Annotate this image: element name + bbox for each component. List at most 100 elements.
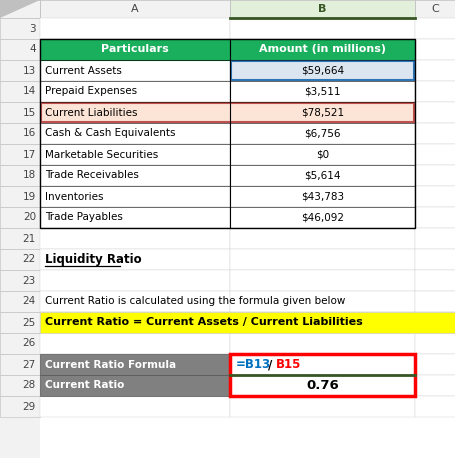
Bar (40, 249, 229, 270)
Text: 0.76: 0.76 (305, 379, 338, 392)
Text: 14: 14 (23, 87, 36, 97)
Bar (229, 81, 414, 102)
Bar (229, 123, 414, 144)
Text: Cash & Cash Equivalents: Cash & Cash Equivalents (45, 129, 175, 138)
Text: B15: B15 (275, 358, 301, 371)
Bar (0, 291, 40, 312)
Bar (229, 18, 414, 39)
Bar (414, 0, 455, 18)
Bar (229, 375, 414, 396)
Bar (0, 0, 40, 458)
Text: Current Ratio = Current Assets / Current Liabilities: Current Ratio = Current Assets / Current… (45, 317, 362, 327)
Bar (229, 291, 414, 312)
Text: Current Ratio: Current Ratio (45, 381, 124, 391)
Text: C: C (431, 4, 439, 14)
Text: 3: 3 (29, 23, 36, 33)
Bar (229, 312, 414, 333)
Bar (0, 39, 40, 60)
Bar (229, 396, 414, 417)
Text: $3,511: $3,511 (303, 87, 340, 97)
Text: 21: 21 (23, 234, 36, 244)
Bar (414, 102, 455, 123)
Bar (40, 375, 229, 396)
Bar (414, 60, 455, 81)
Bar (0, 354, 40, 375)
Text: Particulars: Particulars (101, 44, 168, 55)
Bar (414, 333, 455, 354)
Text: 26: 26 (23, 338, 36, 349)
Bar (40, 354, 229, 375)
Bar (414, 165, 455, 186)
Text: 24: 24 (23, 296, 36, 306)
Bar (229, 207, 414, 228)
Bar (414, 144, 455, 165)
Bar (40, 102, 229, 123)
Text: 28: 28 (23, 381, 36, 391)
Bar (0, 144, 40, 165)
Text: Prepaid Expenses: Prepaid Expenses (45, 87, 137, 97)
Text: $78,521: $78,521 (300, 108, 344, 118)
Bar (40, 186, 229, 207)
Text: 19: 19 (23, 191, 36, 202)
Bar (229, 186, 414, 207)
Bar (0, 123, 40, 144)
Text: 27: 27 (23, 360, 36, 370)
Text: Trade Receivables: Trade Receivables (45, 170, 139, 180)
Text: 25: 25 (23, 317, 36, 327)
Bar (0, 81, 40, 102)
Text: Liquidity Ratio: Liquidity Ratio (45, 253, 142, 266)
Text: 23: 23 (23, 276, 36, 285)
Bar (229, 144, 414, 165)
Text: $0: $0 (315, 149, 329, 159)
Text: 4: 4 (29, 44, 36, 55)
Bar (0, 333, 40, 354)
Bar (0, 228, 40, 249)
Bar (229, 60, 414, 81)
Polygon shape (0, 0, 40, 18)
Bar (414, 39, 455, 60)
Text: /: / (268, 358, 272, 371)
Text: 16: 16 (23, 129, 36, 138)
Text: =B13: =B13 (236, 358, 271, 371)
Bar (229, 270, 414, 291)
Text: $6,756: $6,756 (303, 129, 340, 138)
Bar (229, 228, 414, 249)
Bar (414, 207, 455, 228)
Bar (40, 60, 229, 81)
Bar (414, 18, 455, 39)
Bar (40, 312, 455, 333)
Text: Current Assets: Current Assets (45, 65, 121, 76)
Bar (40, 144, 229, 165)
Bar (40, 207, 229, 228)
Text: A: A (131, 4, 138, 14)
Bar (414, 228, 455, 249)
Bar (40, 39, 414, 228)
Bar (414, 186, 455, 207)
Bar (40, 39, 229, 60)
Bar (0, 375, 40, 396)
Bar (0, 186, 40, 207)
Bar (0, 270, 40, 291)
Bar (414, 81, 455, 102)
Text: 20: 20 (23, 213, 36, 223)
Bar (40, 39, 229, 60)
Bar (40, 375, 229, 396)
Text: 13: 13 (23, 65, 36, 76)
Bar (231, 61, 413, 80)
Bar (0, 396, 40, 417)
Bar (229, 354, 414, 375)
Bar (0, 312, 40, 333)
Bar (0, 207, 40, 228)
Bar (40, 165, 229, 186)
Bar (414, 396, 455, 417)
Bar (40, 354, 229, 375)
Bar (229, 102, 414, 123)
Bar (229, 39, 414, 60)
Bar (229, 0, 414, 18)
Text: Amount (in millions): Amount (in millions) (258, 44, 385, 55)
Bar (0, 0, 40, 18)
Bar (40, 123, 229, 144)
Text: Marketable Securities: Marketable Securities (45, 149, 158, 159)
Bar (40, 102, 229, 123)
Bar (0, 60, 40, 81)
